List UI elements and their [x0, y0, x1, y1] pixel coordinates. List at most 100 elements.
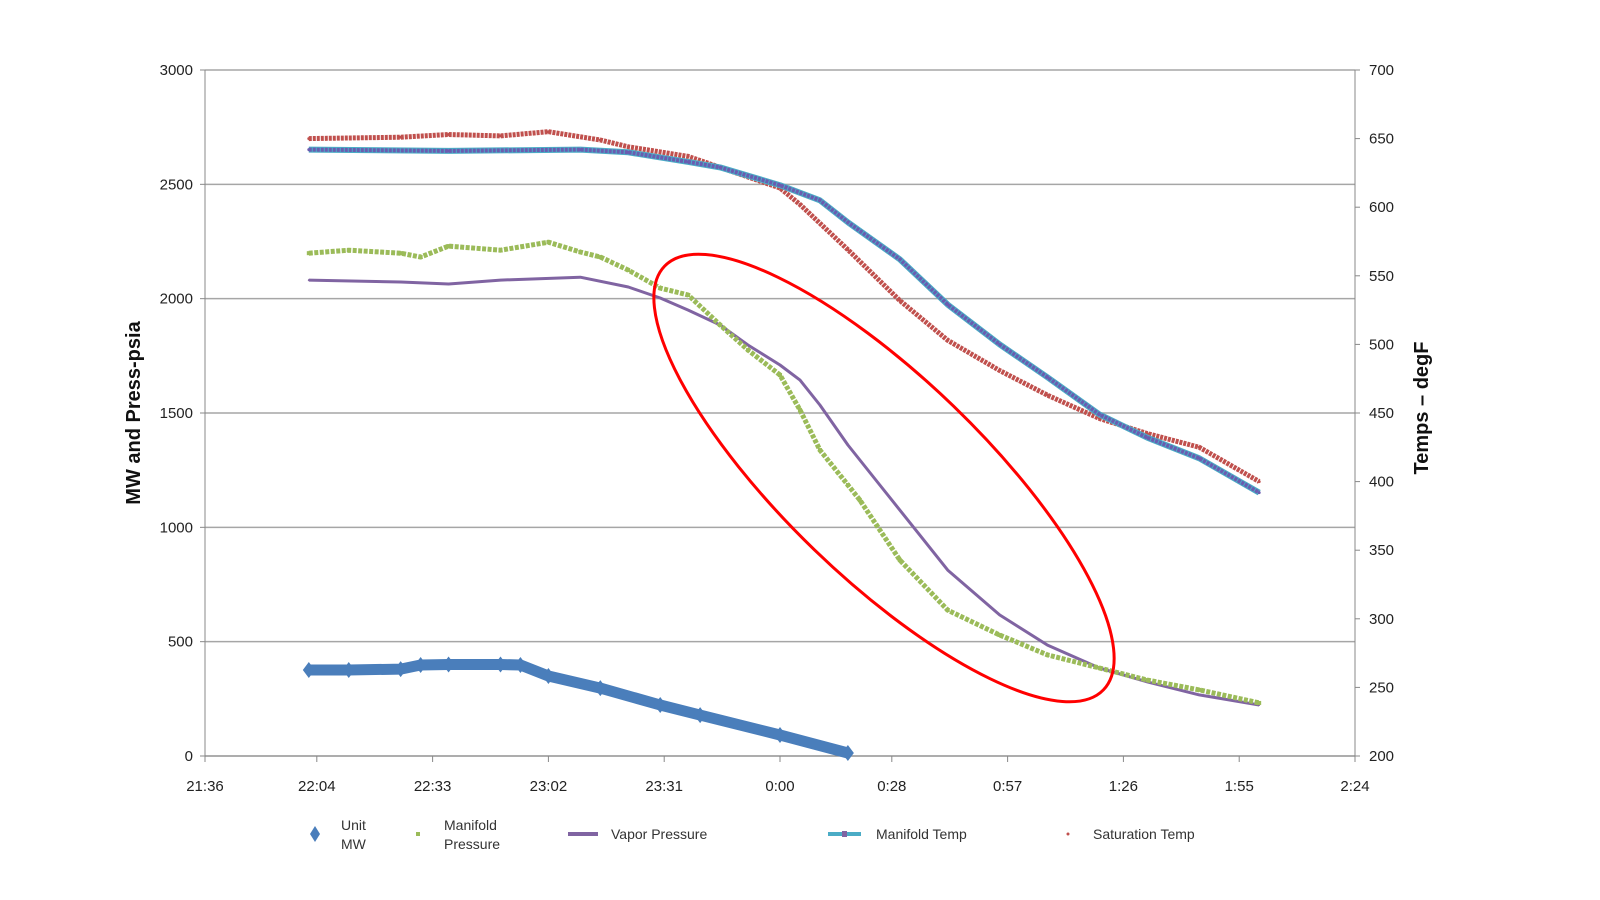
legend-label: Manifold Temp: [876, 826, 967, 842]
series-line: [308, 659, 850, 759]
y2-tick-label: 700: [1369, 62, 1394, 79]
data-point: [841, 745, 854, 762]
data-point: [1045, 652, 1050, 657]
data-point: [1097, 665, 1102, 670]
data-point: [1197, 456, 1201, 460]
legend-swatch-diamond: [310, 826, 320, 842]
data-point: [846, 220, 850, 224]
data-point: [746, 348, 751, 353]
y-tick-label: 2000: [160, 291, 193, 308]
data-point: [1257, 491, 1261, 495]
legend-label-line: Manifold: [444, 817, 497, 833]
series-group: [302, 129, 1262, 762]
data-point: [846, 444, 849, 447]
y2-tick-label: 600: [1369, 199, 1394, 216]
data-point: [626, 150, 630, 154]
data-point: [898, 257, 902, 261]
legend-swatch-square: [416, 832, 420, 836]
y2-tick-label: 500: [1369, 336, 1394, 353]
data-point: [778, 373, 782, 378]
data-point: [498, 134, 502, 138]
data-point: [878, 484, 881, 487]
y2-tick-label: 450: [1369, 405, 1394, 422]
y-tick-label: 500: [168, 634, 193, 651]
legend-label: Vapor Pressure: [611, 826, 707, 842]
y2-tick-label: 550: [1369, 268, 1394, 285]
y-tick-label: 2500: [160, 176, 193, 193]
data-point: [514, 656, 527, 673]
y-tick-label: 3000: [160, 62, 193, 79]
data-point: [307, 279, 310, 282]
data-point: [818, 198, 822, 202]
series-manifold-temp: [307, 146, 1261, 496]
y2-tick-label: 400: [1369, 474, 1394, 491]
x-tick-label: 2:24: [1340, 778, 1369, 795]
series-unit-mw: [302, 656, 854, 762]
data-point: [1197, 445, 1201, 449]
data-point: [418, 255, 423, 260]
x-tick-label: 0:00: [765, 778, 794, 795]
axes: 0 500 1000 1500 2000 2500 3000 200 250 300 350 400 4…: [160, 62, 1394, 795]
data-point: [659, 296, 662, 299]
data-point: [846, 248, 850, 252]
data-point: [598, 138, 602, 142]
legend-label-line: Unit: [341, 817, 366, 833]
data-point: [626, 268, 631, 273]
y2-tick-label: 650: [1369, 131, 1394, 148]
y-tick-label: 1000: [160, 519, 193, 536]
annotation-ellipse: [652, 252, 1116, 704]
x-tick-label: 0:28: [877, 778, 906, 795]
legend-swatch-marker: [842, 831, 847, 837]
data-point: [779, 363, 781, 366]
x-tick-label: 21:36: [186, 778, 224, 795]
data-point: [499, 279, 502, 282]
legend-label: Unit MW: [341, 817, 367, 852]
data-point: [1046, 393, 1050, 397]
data-point: [918, 534, 921, 537]
data-point: [626, 145, 630, 149]
data-point: [579, 276, 582, 279]
data-point: [578, 148, 582, 152]
data-point: [946, 338, 950, 342]
legend-label-line: MW: [341, 836, 367, 852]
data-point: [1257, 700, 1262, 705]
data-point: [302, 662, 315, 679]
data-point: [818, 403, 821, 406]
y-axis-title: MW and Press-psia: [123, 320, 145, 504]
data-point: [598, 255, 603, 260]
data-point: [1145, 436, 1149, 440]
data-point: [627, 286, 630, 289]
series-saturation-temp: [307, 129, 1261, 484]
data-point: [798, 379, 801, 382]
series-line: [308, 275, 1260, 707]
legend-item: Unit MW: [310, 817, 367, 852]
data-point: [798, 202, 802, 206]
series-manifold-pressure: [306, 239, 1262, 706]
x-tick-label: 23:31: [645, 778, 683, 795]
data-point: [1046, 644, 1049, 647]
data-point: [494, 656, 507, 673]
gridlines: [205, 69, 1355, 757]
data-point: [394, 661, 407, 678]
data-point: [542, 667, 555, 684]
data-point: [686, 160, 690, 164]
data-point: [546, 130, 550, 134]
data-point: [654, 697, 667, 714]
data-point: [998, 342, 1002, 346]
data-point: [718, 322, 723, 327]
legend-label: Saturation Temp: [1093, 826, 1195, 842]
legend-item: Vapor Pressure: [568, 826, 707, 842]
data-point: [442, 656, 455, 673]
x-tick-label: 22:04: [298, 778, 336, 795]
x-tick-label: 1:26: [1109, 778, 1138, 795]
y-tick-label: 1500: [160, 405, 193, 422]
data-point: [897, 558, 902, 563]
data-point: [778, 183, 782, 187]
data-point: [945, 608, 950, 613]
data-point: [307, 137, 311, 141]
legend-label-line: Pressure: [444, 836, 500, 852]
data-point: [774, 726, 786, 743]
data-point: [946, 303, 950, 307]
data-point: [447, 132, 451, 136]
data-point: [718, 165, 722, 169]
